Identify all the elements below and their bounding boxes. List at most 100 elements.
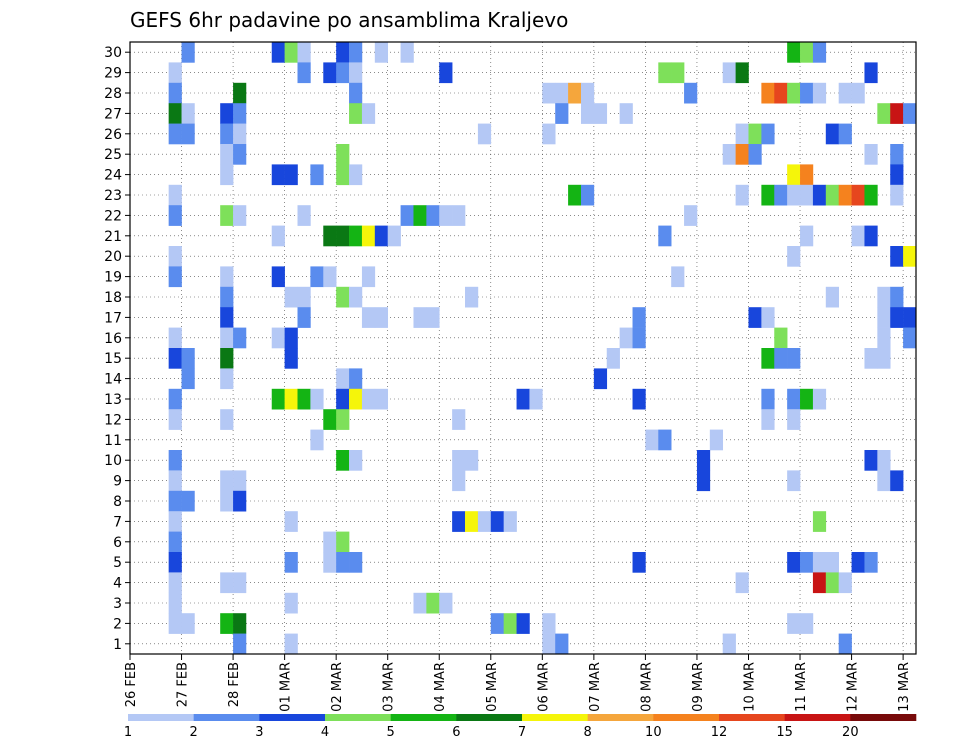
precip-cell <box>181 42 195 63</box>
precip-cell <box>761 409 775 430</box>
precip-cell <box>181 368 195 390</box>
precip-cell <box>168 123 182 145</box>
precip-cell <box>297 286 311 308</box>
precip-cell <box>310 429 324 451</box>
precip-cell <box>284 511 298 532</box>
precip-cell <box>361 103 376 124</box>
y-tick-label: 22 <box>104 208 122 224</box>
x-tick-label: 13 MAR <box>897 662 912 712</box>
precip-cell <box>774 82 788 104</box>
x-axis: 26 FEB 27 FEB 28 FEB 01 MAR 02 MAR 03 MAR 04 M… <box>124 654 912 712</box>
precip-cell <box>181 103 195 124</box>
precip-cell <box>349 42 363 63</box>
precip-cell <box>787 348 801 369</box>
y-tick-label: 25 <box>104 147 122 163</box>
precip-cell <box>825 184 839 206</box>
precip-cell <box>735 144 749 165</box>
precip-cell <box>877 286 891 308</box>
precip-cell <box>658 225 672 247</box>
y-tick-label: 4 <box>113 576 122 592</box>
precip-cell <box>825 552 839 573</box>
precip-cell <box>903 307 917 328</box>
x-tick-label: 03 MAR <box>382 662 397 712</box>
precip-cell <box>812 388 827 410</box>
precip-cell <box>233 470 247 492</box>
precip-cell <box>671 62 685 84</box>
precip-cell <box>593 103 608 124</box>
precip-cell <box>761 348 775 369</box>
precip-cell <box>168 82 182 104</box>
precip-cell <box>220 613 234 634</box>
precip-cell <box>284 164 298 186</box>
precip-cell <box>722 144 736 165</box>
precip-cell <box>374 388 389 410</box>
precip-cell <box>774 327 788 349</box>
precip-cell <box>825 123 839 145</box>
precip-cell <box>632 327 646 349</box>
y-tick-label: 10 <box>104 453 122 469</box>
precip-cell <box>336 368 350 390</box>
precip-cell <box>400 42 414 63</box>
precip-cell <box>812 82 827 104</box>
colorbar-label: 12 <box>711 725 728 740</box>
precip-cell <box>465 450 479 471</box>
precip-cell <box>168 184 182 206</box>
precip-cell <box>349 225 363 247</box>
y-tick-label: 8 <box>113 494 122 510</box>
precip-cell <box>593 368 608 390</box>
precip-cell <box>349 450 363 471</box>
precip-cell <box>555 103 569 124</box>
precip-cell <box>361 388 376 410</box>
precip-cell <box>580 82 595 104</box>
colorbar-swatch <box>587 714 654 721</box>
precip-cell <box>800 184 814 206</box>
precip-cell <box>271 225 285 247</box>
precip-cell <box>336 144 350 165</box>
precip-cell <box>297 307 311 328</box>
precip-cell <box>336 531 350 553</box>
precip-cell <box>696 470 711 492</box>
precip-cell <box>168 348 182 369</box>
x-tick-label: 10 MAR <box>742 662 757 712</box>
y-tick-label: 23 <box>104 188 122 204</box>
precip-cell <box>452 511 466 532</box>
colorbar-swatch <box>390 714 457 721</box>
y-tick-label: 2 <box>113 616 122 632</box>
colorbar-label: 15 <box>776 725 793 740</box>
precip-cell <box>684 82 698 104</box>
x-tick-label: 27 FEB <box>176 662 191 707</box>
precip-cell <box>877 327 891 349</box>
y-tick-label: 13 <box>104 392 122 408</box>
precip-cell <box>787 184 801 206</box>
precip-cell <box>761 388 775 410</box>
precip-cell <box>168 266 182 288</box>
precip-cell <box>851 82 865 104</box>
precip-cell <box>284 592 298 614</box>
precip-cell <box>452 470 466 492</box>
precip-cell <box>361 307 376 328</box>
precip-cell <box>323 552 337 573</box>
precip-cell <box>168 327 182 349</box>
y-tick-label: 16 <box>104 331 122 347</box>
precip-cell <box>168 205 182 226</box>
precip-cell <box>426 592 440 614</box>
colorbar-swatch <box>719 714 785 721</box>
precip-cell <box>851 184 865 206</box>
precip-cell <box>877 348 891 369</box>
precip-cell <box>220 327 234 349</box>
precip-cell <box>877 470 891 492</box>
precip-cell <box>838 123 852 145</box>
precip-cell <box>220 103 234 124</box>
x-tick-label: 11 MAR <box>794 662 809 712</box>
precip-cell <box>671 266 685 288</box>
precip-cell <box>503 511 517 532</box>
precip-cell <box>800 225 814 247</box>
precip-cell <box>877 307 891 328</box>
precip-cell <box>413 205 427 226</box>
precip-cell <box>336 225 350 247</box>
precip-cell <box>284 552 298 573</box>
cells-layer <box>168 42 917 655</box>
y-tick-label: 18 <box>104 290 122 306</box>
precip-cell <box>168 470 182 492</box>
precip-cell <box>400 205 414 226</box>
